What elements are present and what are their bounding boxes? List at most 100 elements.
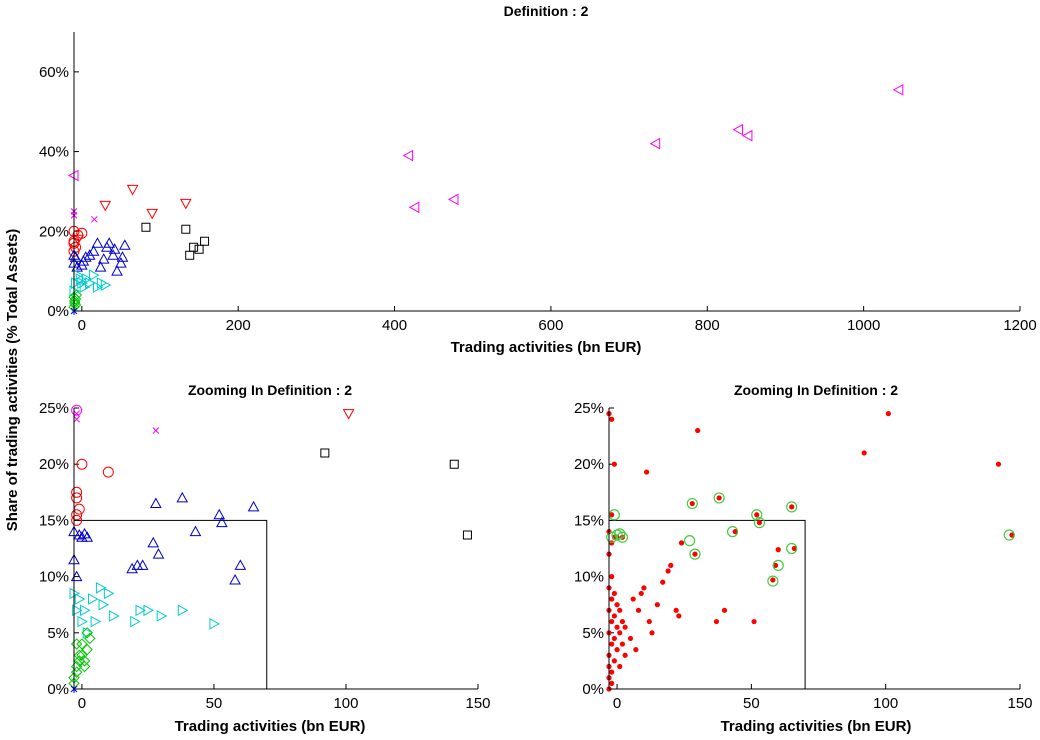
data-point-dot [617, 663, 623, 670]
data-point-ring [767, 575, 779, 587]
data-point-triangle-up [100, 241, 113, 252]
data-point-triangle-up [108, 243, 121, 254]
data-point-diamond [78, 660, 91, 673]
data-point-dot [614, 602, 620, 608]
data-point-square [320, 448, 330, 458]
data-point-triangle-up [69, 251, 82, 262]
data-point-triangle-up [213, 508, 226, 520]
data-point-triangle-right [95, 581, 107, 594]
data-point-dot [654, 602, 660, 608]
data-point-square [141, 222, 151, 232]
data-point-dot [622, 624, 628, 630]
data-point-ring [786, 542, 798, 555]
data-point-triangle-up [91, 237, 104, 248]
data-point-dot [885, 411, 891, 417]
data-point-dot [678, 540, 685, 546]
data-point-dot [609, 574, 615, 580]
data-point-dot [609, 596, 615, 602]
data-point-dot [638, 590, 644, 597]
x-tick-label: 50 [206, 695, 223, 712]
data-point-dot [861, 450, 867, 456]
data-point-dot [609, 618, 615, 625]
data-point-dot [772, 562, 779, 568]
data-point-x [152, 427, 160, 434]
data-point-triangle-down [179, 198, 192, 210]
data-point-dot [668, 562, 674, 568]
data-point-diamond [81, 643, 93, 656]
top-x-axis-label: Trading activities (bn EUR) [451, 339, 642, 356]
data-point-square [194, 244, 204, 254]
data-point-circle [71, 509, 83, 521]
data-point-triangle-right [92, 281, 104, 293]
data-point-dot [611, 635, 617, 642]
data-point-diamond [81, 627, 93, 639]
data-point-circle [71, 492, 83, 504]
data-point-dot [609, 540, 615, 546]
data-point-x [73, 410, 80, 417]
data-point-dot [611, 613, 617, 619]
data-point-circle [76, 458, 88, 470]
y-tick-label: 10% [574, 569, 604, 586]
y-tick-label: 5% [582, 625, 604, 642]
data-point-triangle-right [89, 269, 100, 281]
y-tick-label: 25% [574, 400, 604, 417]
shared-y-axis-label: Share of trading activities (% Total Ass… [4, 229, 21, 532]
data-point-triangle-up [131, 559, 144, 570]
data-point-triangle-right [130, 615, 141, 628]
data-point-ring [683, 535, 696, 547]
data-point-dot [614, 624, 620, 630]
data-point-triangle-up [115, 257, 127, 268]
data-point-triangle-up [81, 531, 94, 542]
data-point-dot [791, 545, 797, 552]
data-point-dot [633, 647, 639, 653]
data-point-dot [789, 504, 795, 510]
data-point-triangle-right [77, 615, 88, 628]
x-tick-label: 1200 [1003, 317, 1036, 334]
data-point-dot [614, 647, 620, 653]
data-point-ring [726, 526, 739, 538]
y-tick-label: 40% [39, 144, 69, 161]
x-tick-label: 150 [465, 695, 490, 712]
x-tick-label: 600 [538, 317, 563, 334]
y-tick-label: 0% [47, 303, 69, 320]
data-point-triangle-left [732, 123, 744, 136]
y-tick-label: 20% [39, 456, 69, 473]
data-point-ring [1003, 529, 1015, 541]
data-point-triangle-left [447, 193, 459, 206]
data-point-triangle-down [146, 208, 159, 220]
data-point-triangle-up [234, 559, 247, 570]
data-point-triangle-up [87, 245, 100, 256]
data-point-dot [676, 613, 682, 619]
data-point-dot [716, 495, 722, 501]
data-point-ring [753, 517, 766, 529]
data-point-dot [609, 641, 615, 647]
data-point-dot [713, 618, 720, 625]
data-point-triangle-left [741, 129, 753, 142]
y-tick-label: 25% [39, 400, 69, 417]
data-point-ring [689, 548, 701, 560]
data-point-dot [617, 630, 623, 636]
y-tick-label: 15% [39, 512, 69, 529]
data-point-triangle-right [90, 615, 102, 628]
data-point-triangle-right [82, 273, 93, 285]
data-point-dot [754, 512, 760, 518]
data-point-dot [619, 641, 626, 647]
data-point-triangle-right [209, 617, 220, 630]
x-tick-label: 100 [333, 695, 358, 712]
data-point-triangle-up [136, 559, 149, 570]
data-point-triangle-up [247, 500, 260, 512]
data-point-dot [609, 416, 615, 422]
y-tick-label: 20% [574, 456, 604, 473]
data-point-dot [756, 520, 763, 526]
data-point-circle [71, 486, 83, 498]
data-point-triangle-up [116, 251, 129, 262]
data-point-ring [686, 497, 698, 510]
data-point-dot [609, 680, 615, 686]
data-point-ring [713, 492, 725, 504]
data-point-triangle-right [135, 604, 147, 617]
data-point-triangle-right [87, 593, 99, 605]
data-point-ring [616, 531, 629, 543]
y-tick-label: 60% [39, 64, 69, 81]
bottom-right-chart-title: Zooming In Definition : 2 [734, 382, 898, 398]
data-point-square [181, 224, 191, 234]
